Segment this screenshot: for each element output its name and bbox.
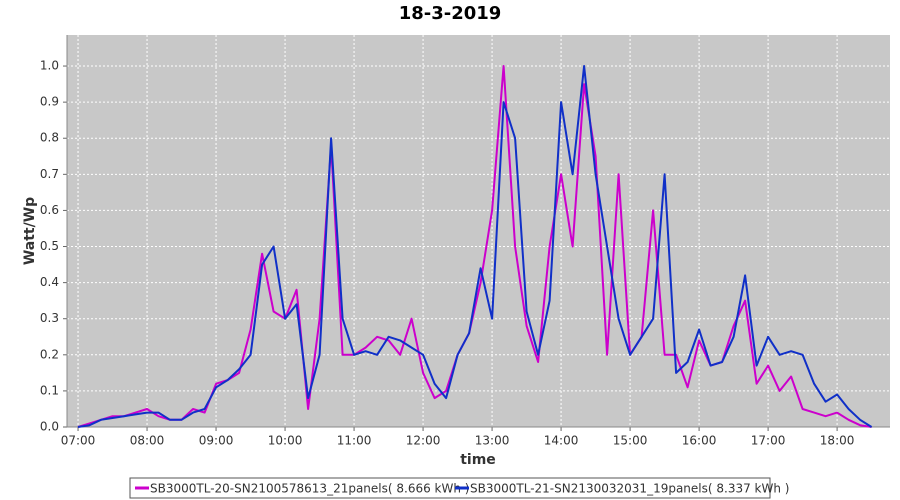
x-tick-label: 16:00 bbox=[682, 434, 717, 448]
y-tick-label: 0.3 bbox=[40, 311, 59, 325]
x-tick-label: 11:00 bbox=[337, 434, 372, 448]
y-tick-label: 0.4 bbox=[40, 275, 59, 289]
y-tick-label: 0.8 bbox=[40, 131, 59, 145]
y-axis-label: Watt/Wp bbox=[22, 197, 38, 265]
y-tick-label: 0.2 bbox=[40, 347, 59, 361]
x-tick-label: 08:00 bbox=[130, 434, 165, 448]
x-tick-label: 18:00 bbox=[820, 434, 855, 448]
x-tick-label: 07:00 bbox=[61, 434, 96, 448]
x-tick-label: 09:00 bbox=[199, 434, 234, 448]
series-line bbox=[77, 65, 873, 428]
x-tick-label: 15:00 bbox=[613, 434, 648, 448]
y-tick-label: 0.7 bbox=[40, 167, 59, 181]
chart-title: 18-3-2019 bbox=[399, 3, 502, 24]
y-tick-label: 0.6 bbox=[40, 203, 59, 217]
x-tick-label: 13:00 bbox=[475, 434, 510, 448]
y-tick-label: 0.1 bbox=[40, 383, 59, 397]
y-tick-label: 1.0 bbox=[40, 59, 59, 73]
y-tick-label: 0.9 bbox=[40, 95, 59, 109]
legend-label: SB3000TL-20-SN2100578613_21panels( 8.666… bbox=[150, 482, 469, 496]
x-tick-label: 14:00 bbox=[544, 434, 579, 448]
y-tick-label: 0.0 bbox=[40, 420, 59, 434]
x-tick-label: 10:00 bbox=[268, 434, 303, 448]
legend-label: SB3000TL-21-SN2130032031_19panels( 8.337… bbox=[470, 482, 789, 496]
x-axis-label: time bbox=[460, 452, 496, 468]
y-tick-label: 0.5 bbox=[40, 239, 59, 253]
x-tick-label: 12:00 bbox=[406, 434, 441, 448]
x-tick-label: 17:00 bbox=[751, 434, 786, 448]
legend bbox=[129, 477, 771, 499]
